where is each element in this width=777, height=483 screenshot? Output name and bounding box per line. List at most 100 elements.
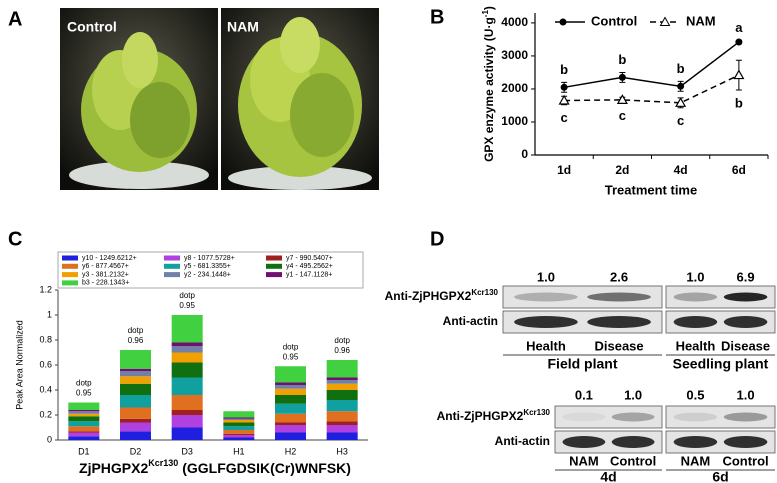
bar-segment	[223, 430, 255, 434]
legend-marker	[659, 16, 671, 26]
significance-letter: c	[561, 110, 568, 125]
y-tick-label: 1000	[501, 114, 528, 128]
x-tick-label: 6d	[732, 163, 746, 177]
bar-segment	[171, 315, 203, 343]
control-antibody-label: Anti-actin	[495, 434, 550, 448]
antibody-text: Anti-ZjPHGPX2	[437, 409, 524, 423]
dotp-label: dotp	[128, 326, 144, 335]
point	[560, 83, 568, 91]
bar-segment	[68, 436, 100, 440]
y-tick-label: 0.8	[39, 334, 52, 344]
bar-segment	[326, 400, 358, 412]
blot	[665, 285, 776, 309]
bar-segment	[171, 415, 203, 428]
x-tick-label: D2	[130, 446, 142, 456]
ratio: 0.5	[686, 387, 704, 402]
legend-swatch	[62, 272, 78, 278]
y-tick-label: 4000	[501, 15, 528, 29]
bar-segment	[275, 413, 306, 423]
bar-segment	[326, 377, 358, 380]
ratio: 6.9	[737, 269, 755, 284]
control-antibody-label: Anti-actin	[443, 314, 498, 328]
point	[675, 97, 687, 107]
band	[514, 316, 578, 328]
point	[735, 38, 743, 46]
x-tick-label: H3	[336, 446, 348, 456]
panel-label: B	[430, 6, 444, 28]
group-label: 6d	[712, 469, 728, 483]
dotp-value: 0.95	[283, 352, 299, 361]
y-axis-label: GPX enzyme activity (U·g-1)	[481, 6, 497, 162]
group-label: 4d	[600, 469, 616, 483]
bar-segment	[171, 377, 203, 395]
legend-label: y5 - 681.3355+	[184, 263, 231, 270]
bar-segment	[275, 385, 306, 389]
band	[723, 292, 768, 302]
bar-segment	[275, 366, 306, 383]
dotp-value: 0.95	[76, 389, 92, 398]
x-tick-label: 2d	[615, 163, 629, 177]
blot	[502, 285, 663, 309]
point	[616, 94, 628, 104]
y-tick-label: 3000	[501, 48, 528, 62]
band	[673, 316, 718, 328]
x-axis-label: Treatment time	[605, 182, 697, 197]
bar-segment	[326, 383, 358, 390]
bar-segment	[120, 350, 151, 369]
band	[723, 436, 768, 448]
legend-swatch	[164, 272, 180, 278]
antibody-sup: Kcr130	[471, 288, 498, 297]
x-tick-label: 1d	[557, 163, 571, 177]
lane-label: NAM	[569, 453, 599, 468]
dotp-label: dotp	[76, 379, 92, 388]
bar-segment	[171, 346, 203, 353]
lane-label: Control	[722, 453, 768, 468]
bar-segment	[68, 410, 100, 412]
band	[562, 436, 606, 448]
legend-label: y1 - 147.1128+	[286, 271, 332, 278]
y-tick-label: 0	[47, 434, 52, 444]
series-line	[563, 41, 740, 89]
bar-segment	[326, 360, 358, 378]
legend-swatch	[266, 263, 282, 269]
y-axis-label-text: GPX enzyme activity (U·g	[482, 17, 496, 162]
bar-segment	[68, 432, 100, 437]
legend-label: NAM	[686, 13, 716, 28]
ratio: 1.0	[537, 269, 555, 284]
bar-segment	[275, 382, 306, 385]
significance-letter: b	[735, 95, 743, 110]
bar-segment	[275, 432, 306, 440]
lane-label: Disease	[721, 338, 770, 353]
y-tick-label: 1.2	[39, 284, 52, 294]
y-tick-label: 1	[47, 309, 52, 319]
bar-segment	[223, 418, 255, 420]
point	[618, 73, 626, 81]
antibody-label: Anti-ZjPHGPX2Kcr130	[437, 408, 551, 424]
bar-segment	[171, 410, 203, 415]
bar-segment	[68, 402, 100, 410]
x-tick-label: D1	[78, 446, 90, 456]
ratio: 2.6	[610, 269, 628, 284]
series-line	[564, 74, 740, 104]
band	[611, 412, 655, 422]
bar-segment	[223, 437, 255, 440]
legend-swatch	[62, 255, 78, 261]
bar-segment	[326, 425, 358, 433]
band	[673, 412, 718, 422]
photo-label: NAM	[227, 19, 259, 35]
photo-control	[60, 8, 218, 190]
x-tick-label: H2	[285, 446, 297, 456]
ratio: 1.0	[624, 387, 642, 402]
significance-letter: b	[618, 52, 626, 67]
band	[723, 316, 768, 328]
bar-segment	[275, 403, 306, 414]
legend-label: Control	[591, 13, 637, 28]
legend-marker	[559, 18, 567, 26]
bar-segment	[120, 422, 151, 432]
bar-segment	[120, 368, 151, 372]
band	[587, 316, 651, 328]
bar-segment	[68, 421, 100, 427]
lane-label: NAM	[681, 453, 711, 468]
bar-segment	[326, 411, 358, 422]
